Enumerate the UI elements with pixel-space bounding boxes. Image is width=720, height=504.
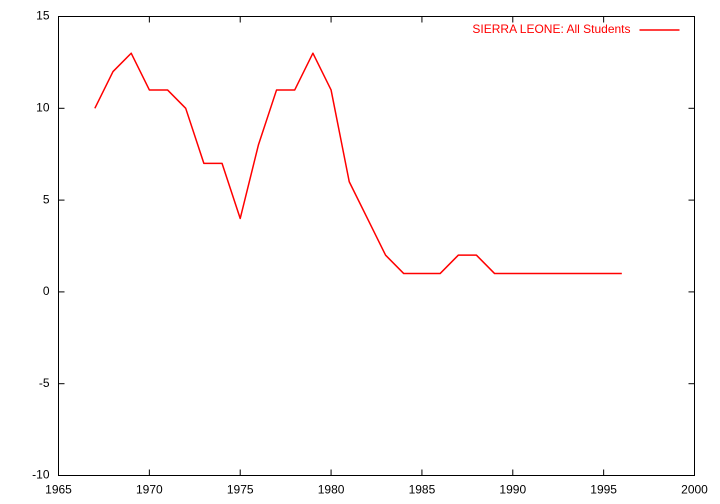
x-tick-label: 1985 bbox=[409, 483, 436, 497]
x-tick-label: 2000 bbox=[681, 483, 708, 497]
y-tick-label: 10 bbox=[36, 100, 50, 114]
x-tick-label: 1970 bbox=[136, 483, 163, 497]
x-tick-label: 1995 bbox=[590, 483, 617, 497]
data-line bbox=[94, 52, 622, 275]
x-tick-label: 1980 bbox=[318, 483, 345, 497]
x-tick-label: 1990 bbox=[499, 483, 526, 497]
x-tick-label: 1965 bbox=[45, 483, 72, 497]
x-tick-label: 1975 bbox=[227, 483, 254, 497]
y-tick-label: 0 bbox=[43, 284, 50, 298]
plot-frame bbox=[58, 16, 695, 476]
legend-label: SIERRA LEONE: All Students bbox=[472, 22, 630, 36]
y-tick-label: -10 bbox=[32, 468, 50, 482]
y-tick-label: -5 bbox=[39, 376, 50, 390]
y-tick-label: 15 bbox=[36, 9, 50, 23]
y-tick-label: 5 bbox=[43, 192, 50, 206]
